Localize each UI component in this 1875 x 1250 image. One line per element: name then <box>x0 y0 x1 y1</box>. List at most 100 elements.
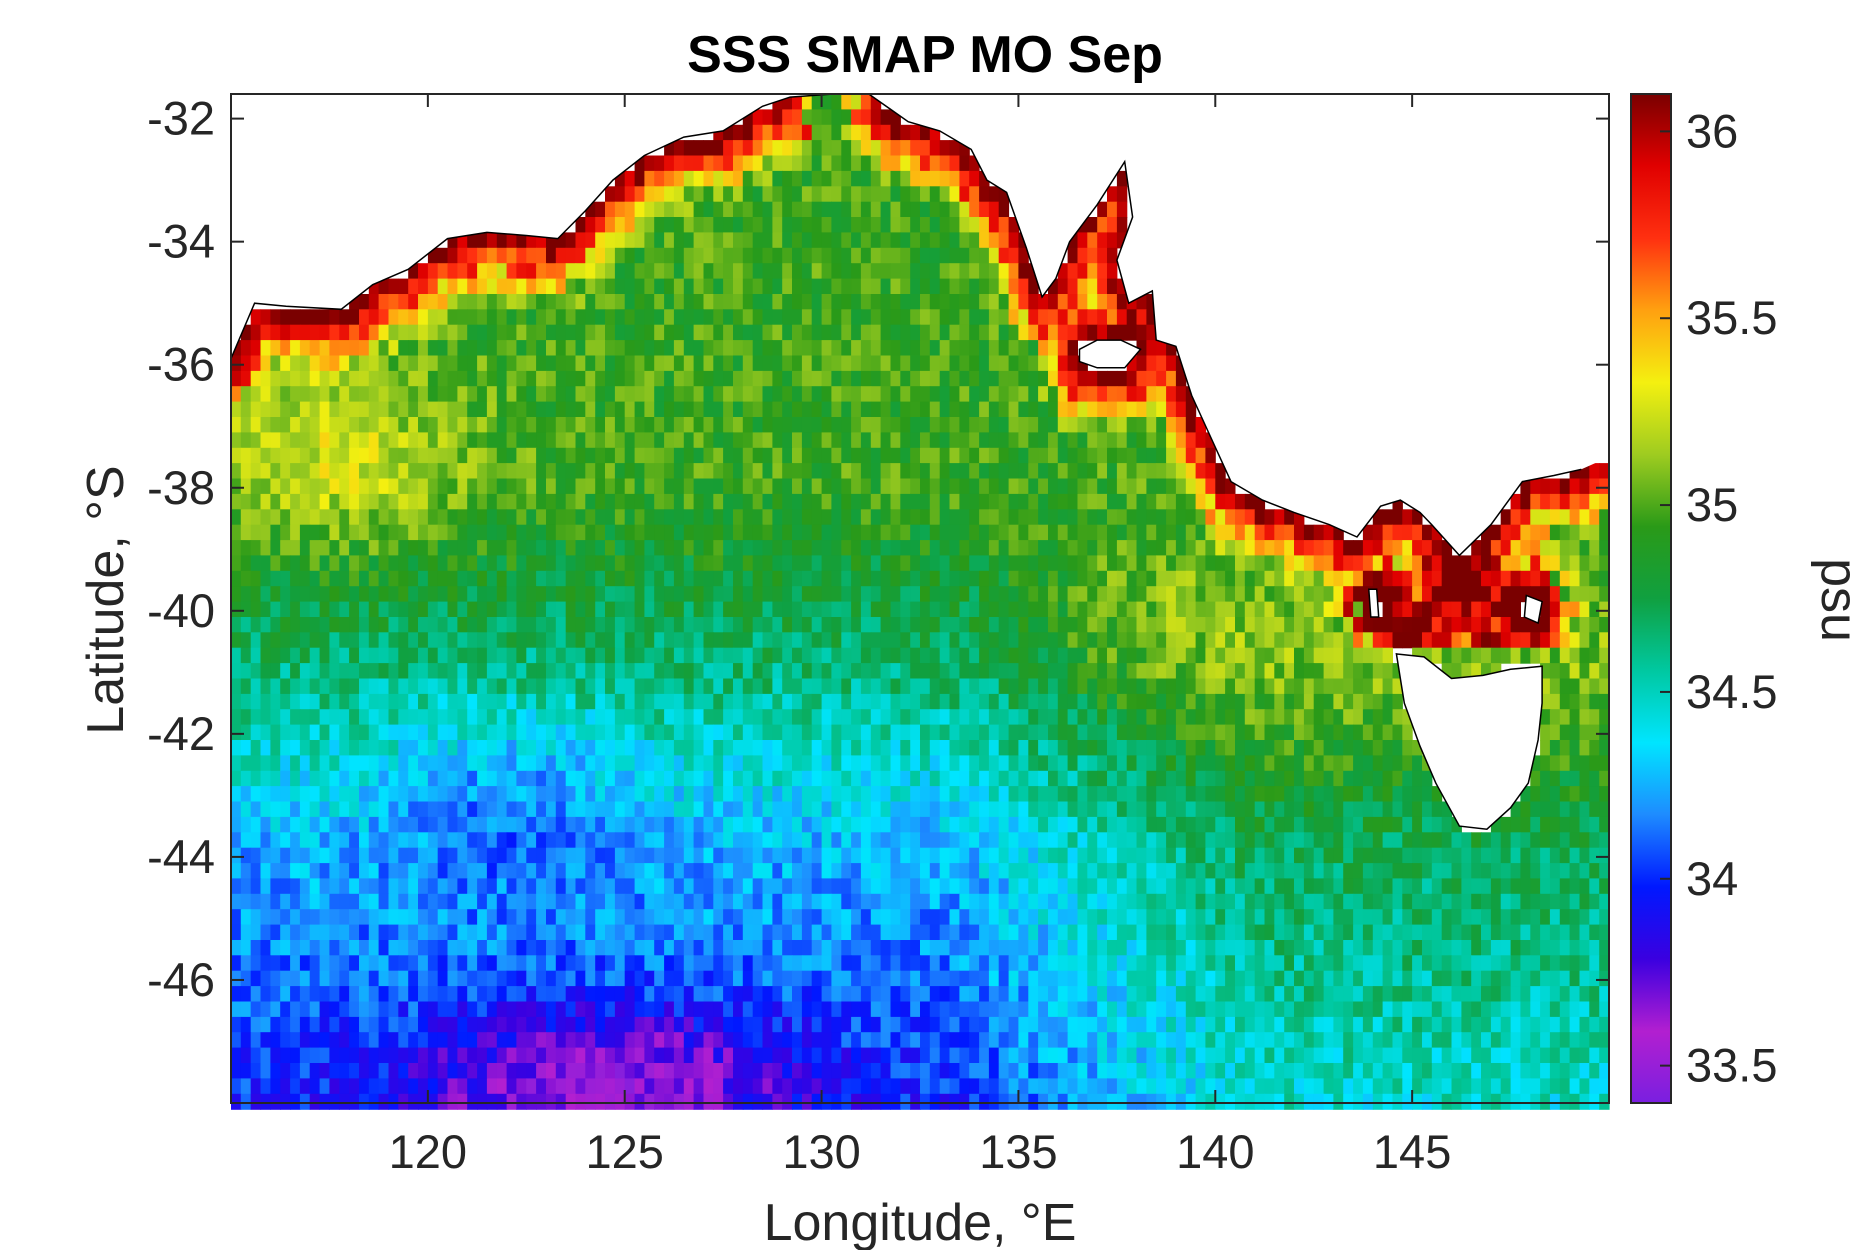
salinity-cell <box>1313 786 1325 803</box>
salinity-cell <box>1146 401 1157 418</box>
salinity-cell <box>870 355 882 372</box>
salinity-cell <box>290 340 301 357</box>
salinity-cell <box>752 678 764 695</box>
salinity-cell <box>260 724 271 741</box>
salinity-cell <box>1107 247 1118 264</box>
salinity-cell <box>1097 447 1108 464</box>
salinity-cell <box>703 570 714 587</box>
salinity-cell <box>1067 740 1078 756</box>
salinity-cell <box>1028 709 1039 726</box>
salinity-cell <box>1038 493 1049 510</box>
salinity-cell <box>1038 570 1049 587</box>
salinity-cell <box>1038 447 1049 464</box>
salinity-cell <box>762 770 773 787</box>
salinity-cell <box>733 724 744 741</box>
salinity-cell <box>418 663 429 680</box>
salinity-cell <box>398 632 409 649</box>
salinity-cell <box>1372 693 1384 710</box>
salinity-cell <box>1392 570 1403 587</box>
salinity-cell <box>1520 816 1531 833</box>
salinity-cell <box>742 247 754 264</box>
salinity-cell <box>900 186 911 203</box>
salinity-cell <box>467 447 478 464</box>
salinity-cell <box>723 847 734 864</box>
salinity-cell <box>477 263 488 280</box>
salinity-cell <box>1579 693 1590 710</box>
salinity-cell <box>841 447 852 464</box>
salinity-cell <box>782 801 793 818</box>
salinity-cell <box>388 770 399 787</box>
salinity-cell <box>811 801 823 818</box>
salinity-cell <box>664 386 675 403</box>
salinity-cell <box>1274 724 1285 741</box>
salinity-cell <box>1097 201 1108 218</box>
salinity-cell <box>319 309 330 326</box>
salinity-cell <box>280 770 291 787</box>
salinity-cell <box>1205 509 1216 526</box>
salinity-cell <box>1412 540 1423 557</box>
salinity-cell <box>979 294 990 310</box>
salinity-cell <box>683 755 695 772</box>
salinity-cell <box>427 509 439 526</box>
salinity-cell <box>1087 832 1098 849</box>
salinity-cell <box>1067 463 1078 480</box>
salinity-cell <box>1107 509 1118 526</box>
salinity-cell <box>900 755 911 772</box>
salinity-cell <box>1225 617 1236 633</box>
salinity-cell <box>939 140 951 157</box>
salinity-cell <box>1235 509 1246 526</box>
salinity-cell <box>595 617 606 633</box>
salinity-cell <box>890 540 901 557</box>
salinity-cell <box>526 786 537 803</box>
salinity-cell <box>1353 693 1364 710</box>
salinity-cell <box>1549 540 1561 557</box>
salinity-cell <box>575 663 586 680</box>
salinity-cell <box>1077 755 1088 772</box>
salinity-cell <box>240 678 252 695</box>
salinity-cell <box>1402 632 1413 649</box>
salinity-cell <box>240 509 252 526</box>
salinity-cell <box>664 570 675 587</box>
salinity-cell <box>1185 647 1197 664</box>
salinity-cell <box>1185 509 1197 526</box>
salinity-cell <box>979 740 990 756</box>
salinity-cell <box>319 370 330 387</box>
salinity-cell <box>870 247 882 264</box>
salinity-cell <box>1067 801 1078 818</box>
salinity-cell <box>742 678 754 695</box>
salinity-cell <box>1451 586 1462 603</box>
salinity-cell <box>575 601 586 618</box>
salinity-cell <box>624 340 636 357</box>
salinity-cell <box>1126 478 1138 495</box>
salinity-cell <box>1244 601 1256 618</box>
salinity-cell <box>1520 555 1531 572</box>
salinity-cell <box>1549 678 1561 695</box>
salinity-cell <box>723 140 734 157</box>
salinity-cell <box>742 417 754 433</box>
salinity-cell <box>890 601 901 618</box>
salinity-cell <box>1126 847 1138 864</box>
salinity-cell <box>979 263 990 280</box>
salinity-cell <box>339 786 350 803</box>
salinity-cell <box>624 647 636 664</box>
salinity-cell <box>496 570 508 587</box>
salinity-cell <box>457 770 468 787</box>
salinity-cell <box>496 417 508 433</box>
salinity-cell <box>693 586 704 603</box>
salinity-cell <box>290 309 301 326</box>
salinity-cell <box>772 155 783 172</box>
salinity-cell <box>605 786 616 803</box>
salinity-cell <box>447 663 458 680</box>
salinity-cell <box>792 524 803 541</box>
salinity-cell <box>693 355 704 372</box>
salinity-cell <box>851 555 862 572</box>
salinity-cell <box>526 555 537 572</box>
salinity-cell <box>1382 647 1393 664</box>
salinity-cell <box>605 417 616 433</box>
salinity-cell <box>1353 770 1364 787</box>
salinity-cell <box>506 463 517 480</box>
salinity-cell <box>664 247 675 264</box>
salinity-cell <box>614 786 626 803</box>
salinity-cell <box>437 586 449 603</box>
salinity-cell <box>1510 586 1521 603</box>
